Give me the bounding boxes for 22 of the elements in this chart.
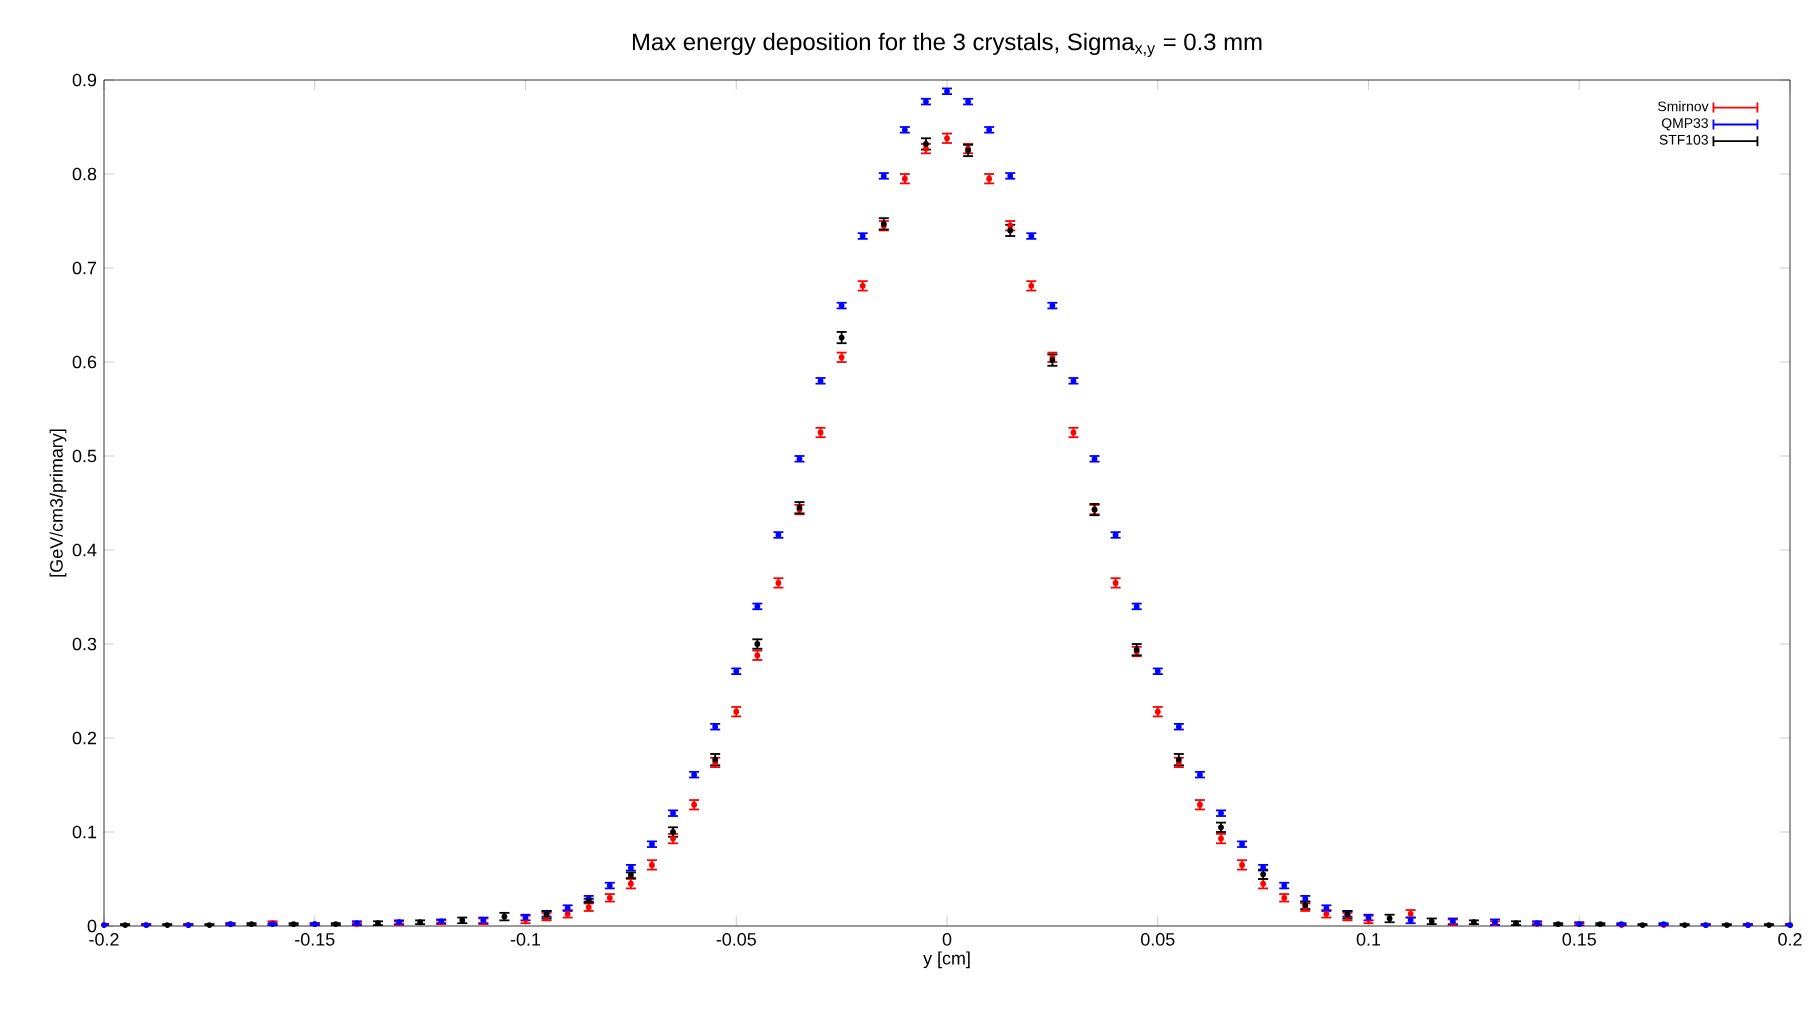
x-tick-label: 0.05 bbox=[1141, 933, 1175, 946]
y-axis-title: [GeV/cm3/primary] bbox=[49, 429, 67, 577]
x-tick-label: -0.2 bbox=[89, 933, 119, 946]
y-tick-label: 0.8 bbox=[72, 167, 97, 181]
x-tick-label: -0.1 bbox=[510, 933, 541, 946]
y-tick-label: 0.3 bbox=[72, 637, 97, 651]
y-tick-label: 0.6 bbox=[72, 355, 97, 369]
x-tick-label: -0.15 bbox=[295, 933, 335, 946]
x-tick-label: 0.2 bbox=[1778, 933, 1802, 946]
y-tick-label: 0.1 bbox=[72, 825, 97, 839]
y-tick-label: 0.9 bbox=[72, 73, 97, 87]
chart-title: Max energy deposition for the 3 crystals, Sigma$_{x,y}$ = 0.3 mm bbox=[632, 32, 1262, 58]
x-axis-title: y [cm] bbox=[923, 951, 970, 969]
y-tick-label: 0.7 bbox=[72, 261, 97, 275]
y-tick-label: 0.4 bbox=[72, 543, 97, 557]
y-tick-label: 0 bbox=[87, 919, 97, 933]
x-tick-label: 0.1 bbox=[1356, 933, 1381, 946]
x-tick-label: -0.05 bbox=[716, 933, 756, 946]
x-tick-label: 0 bbox=[942, 933, 952, 946]
y-tick-label: 0.2 bbox=[72, 731, 97, 745]
y-tick-label: 0.5 bbox=[72, 449, 97, 463]
x-tick-label: 0.15 bbox=[1562, 933, 1596, 946]
